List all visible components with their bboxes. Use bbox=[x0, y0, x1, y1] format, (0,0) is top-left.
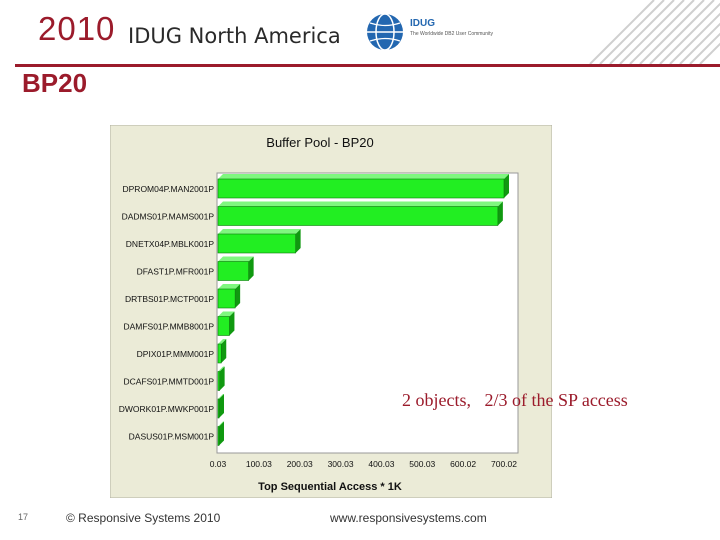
slide-header: 2010 IDUG North America IDUG The Worldwi… bbox=[0, 0, 720, 64]
bar bbox=[217, 366, 225, 391]
bar bbox=[217, 421, 224, 446]
x-tick-label: 700.02 bbox=[491, 459, 517, 469]
y-tick-label: DWORK01P.MWKP001P bbox=[119, 404, 215, 414]
y-tick-label: DAMFS01P.MMB8001P bbox=[123, 322, 214, 332]
y-tick-label: DADMS01P.MAMS001P bbox=[122, 212, 215, 222]
x-axis-label: Top Sequential Access * 1K bbox=[258, 481, 402, 493]
bar bbox=[217, 201, 503, 226]
decorative-stripes bbox=[589, 0, 720, 64]
bar bbox=[217, 394, 224, 419]
logo-name: IDUG bbox=[410, 18, 435, 29]
idug-globe-icon bbox=[367, 13, 403, 51]
x-tick-label: 300.03 bbox=[328, 459, 354, 469]
bar bbox=[217, 311, 235, 336]
conference-year: 2010 bbox=[38, 10, 116, 47]
x-tick-label: 0.03 bbox=[210, 459, 227, 469]
x-tick-label: 600.02 bbox=[450, 459, 476, 469]
y-tick-label: DNETX04P.MBLK001P bbox=[126, 239, 215, 249]
bar bbox=[217, 229, 301, 254]
slide-title: BP20 bbox=[22, 68, 88, 98]
logo-tagline: The Worldwide DB2 User Community bbox=[410, 31, 493, 37]
x-tick-label: 400.03 bbox=[368, 459, 394, 469]
bar bbox=[217, 174, 509, 199]
page-number: 17 bbox=[18, 512, 29, 522]
bar bbox=[217, 339, 227, 364]
chart-annotation: 2 objects, 2/3 of the SP access bbox=[402, 390, 628, 410]
bar bbox=[217, 256, 254, 281]
y-tick-label: DPIX01P.MMM001P bbox=[137, 349, 215, 359]
chart-title: Buffer Pool - BP20 bbox=[266, 135, 373, 150]
header-rule bbox=[15, 64, 720, 67]
y-tick-label: DRTBS01P.MCTP001P bbox=[125, 294, 214, 304]
bar bbox=[217, 284, 241, 309]
y-tick-label: DCAFS01P.MMTD001P bbox=[123, 377, 214, 387]
y-tick-label: DASUS01P.MSM001P bbox=[129, 432, 215, 442]
bar-chart: Buffer Pool - BP20 Top Sequential Access… bbox=[110, 125, 552, 498]
y-tick-label: DPROM04P.MAN2001P bbox=[123, 184, 215, 194]
x-tick-label: 100.03 bbox=[246, 459, 272, 469]
y-tick-label: DFAST1P.MFR001P bbox=[137, 267, 215, 277]
x-tick-label: 500.03 bbox=[409, 459, 435, 469]
footer-url: www.responsivesystems.com bbox=[330, 511, 487, 525]
x-tick-label: 200.03 bbox=[287, 459, 313, 469]
conference-name: IDUG North America bbox=[128, 24, 341, 48]
footer-copyright: © Responsive Systems 2010 bbox=[66, 511, 221, 525]
